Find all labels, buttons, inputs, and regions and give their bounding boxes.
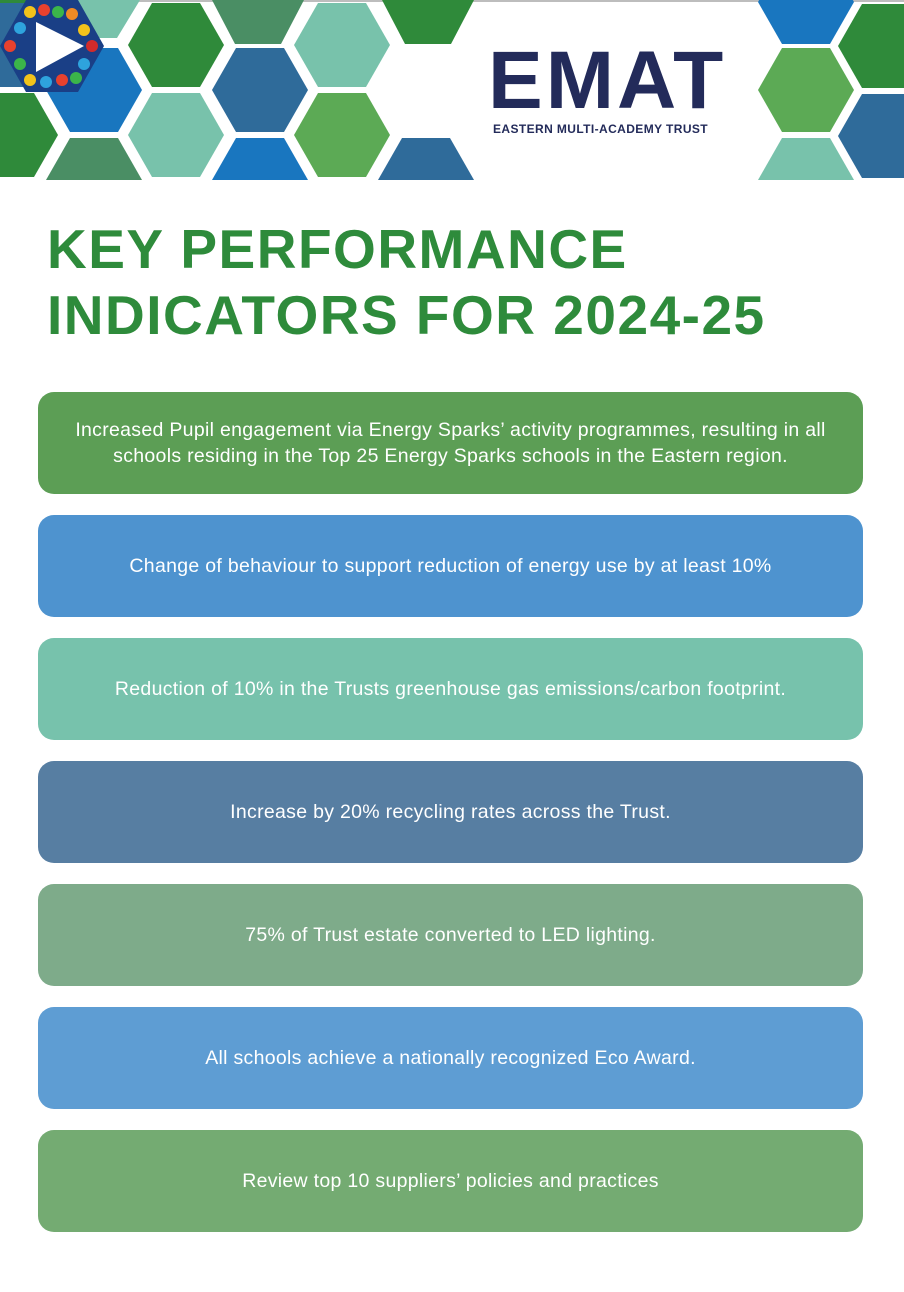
logo-wordmark: EMAT — [488, 35, 727, 126]
kpi-card-recycling: Increase by 20% recycling rates across t… — [38, 761, 863, 863]
kpi-card-led-lighting: 75% of Trust estate converted to LED lig… — [38, 884, 863, 986]
page-title-line-2: INDICATORS FOR 2024-25 — [47, 284, 766, 346]
emat-logo-icon — [0, 0, 104, 92]
page-title: KEY PERFORMANCE INDICATORS FOR 2024-25 — [47, 216, 766, 348]
kpi-list: Increased Pupil engagement via Energy Sp… — [38, 392, 863, 1253]
kpi-text: Increase by 20% recycling rates across t… — [230, 801, 671, 823]
kpi-card-eco-award: All schools achieve a nationally recogni… — [38, 1007, 863, 1109]
kpi-text: Change of behaviour to support reduction… — [129, 555, 772, 577]
logo-subtitle: EASTERN MULTI-ACADEMY TRUST — [493, 122, 709, 136]
kpi-card-energy-reduction: Change of behaviour to support reduction… — [38, 515, 863, 617]
kpi-text: Review top 10 suppliers’ policies and pr… — [242, 1170, 659, 1192]
kpi-text: Reduction of 10% in the Trusts greenhous… — [114, 678, 787, 700]
kpi-text: Increased Pupil engagement via Energy Sp… — [75, 419, 826, 467]
kpi-text: 75% of Trust estate converted to LED lig… — [245, 924, 656, 946]
kpi-text: All schools achieve a nationally recogni… — [205, 1047, 696, 1069]
kpi-card-suppliers-review: Review top 10 suppliers’ policies and pr… — [38, 1130, 863, 1232]
hexagon-pattern — [0, 0, 904, 180]
page-title-line-1: KEY PERFORMANCE — [47, 218, 628, 280]
kpi-card-pupil-engagement: Increased Pupil engagement via Energy Sp… — [38, 392, 863, 494]
header-banner: EMAT EASTERN MULTI-ACADEMY TRUST — [0, 0, 904, 180]
kpi-card-carbon-footprint: Reduction of 10% in the Trusts greenhous… — [38, 638, 863, 740]
